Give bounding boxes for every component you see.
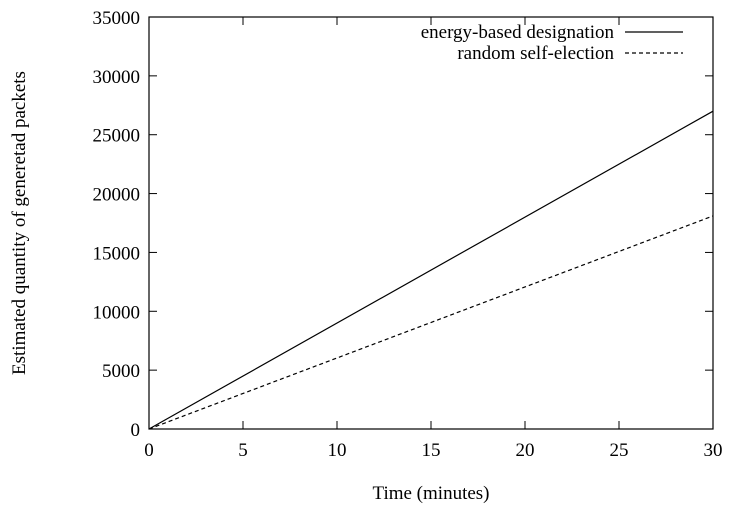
series-line-1 <box>148 110 714 430</box>
y-tick-label: 10000 <box>93 302 141 323</box>
y-tick-label: 25000 <box>93 126 141 147</box>
x-tick-label: 0 <box>144 440 154 461</box>
y-axis-label: Estimated quantity of generetad packets <box>9 71 30 375</box>
x-tick-label: 10 <box>328 440 347 461</box>
x-tick-label: 30 <box>704 440 723 461</box>
y-tick-label: 5000 <box>102 361 140 382</box>
x-axis-label: Time (minutes) <box>373 483 490 504</box>
y-tick-label: 30000 <box>93 67 141 88</box>
legend-label: random self-election <box>457 43 614 64</box>
x-tick-label: 5 <box>238 440 248 461</box>
y-tick-label: 35000 <box>93 8 141 29</box>
x-tick-label: 15 <box>422 440 441 461</box>
tick-labels: 0 5 10 15 20 25 30 0 5000 10000 15000 20000 25000 300… <box>93 8 723 461</box>
legend-label: energy-based designation <box>421 22 615 43</box>
series-line-2 <box>148 215 714 430</box>
y-tick-label: 20000 <box>93 185 141 206</box>
plot-frame <box>148 16 714 430</box>
axis-ticks <box>148 16 714 430</box>
x-tick-label: 25 <box>610 440 629 461</box>
series-layer <box>148 110 714 430</box>
y-tick-label: 0 <box>131 420 141 441</box>
y-tick-label: 15000 <box>93 243 141 264</box>
x-tick-label: 20 <box>516 440 535 461</box>
